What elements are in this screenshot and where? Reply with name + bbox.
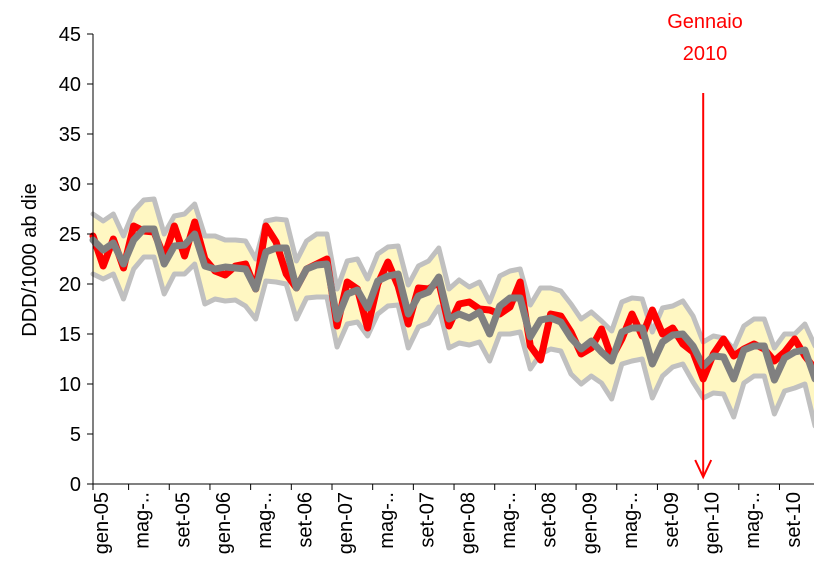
y-tick-label: 25: [59, 224, 81, 246]
x-tick-label: set-06: [295, 492, 317, 548]
x-tick-label: mag-..: [132, 492, 154, 549]
y-tick-label: 15: [59, 324, 81, 346]
annotation-gennaio-2010: Gennaio 2010: [667, 11, 743, 480]
x-tick-label: set-05: [172, 492, 194, 548]
y-tick-label: 30: [59, 174, 81, 196]
x-tick-label: gen-10: [702, 492, 724, 554]
y-tick-label: 45: [59, 24, 81, 46]
y-tick-label: 20: [59, 274, 81, 296]
x-tick-label: set-09: [661, 492, 683, 548]
x-tick-label: gen-09: [579, 492, 601, 554]
y-tick-label: 5: [70, 424, 81, 446]
y-axis-title: DDD/1000 ab die: [19, 183, 41, 336]
x-tick-label: mag-..: [376, 492, 398, 549]
y-tick-label: 40: [59, 74, 81, 96]
x-tick-label: mag-..: [254, 492, 276, 549]
annotation-label-line2: 2010: [683, 43, 728, 65]
y-tick-label: 0: [70, 474, 81, 496]
x-tick-label: set-07: [417, 492, 439, 548]
x-tick-label: mag-..: [498, 492, 520, 549]
x-tick-label: gen-08: [457, 492, 479, 554]
x-tick-label: set-08: [539, 492, 561, 548]
annotation-label-line1: Gennaio: [667, 11, 743, 33]
axes: 0 5 10 15 20 25 30 35 40 45 gen-05 mag-.. set-05 gen-…: [59, 24, 814, 554]
x-tick-label: set-10: [783, 492, 805, 548]
y-tick-label: 10: [59, 374, 81, 396]
x-tick-label: gen-07: [335, 492, 357, 554]
x-tick-label: mag-..: [620, 492, 642, 549]
x-tick-label: mag-..: [742, 492, 764, 549]
series-lower-bound: [90, 254, 814, 429]
series-upper-bound: [90, 196, 814, 352]
series-layer: [89, 196, 814, 429]
x-tick-label: gen-05: [91, 492, 113, 554]
y-tick-label: 35: [59, 124, 81, 146]
series-fitted: [89, 225, 814, 384]
annotation-arrow-head: [694, 459, 713, 480]
x-tick-label: gen-06: [213, 492, 235, 554]
